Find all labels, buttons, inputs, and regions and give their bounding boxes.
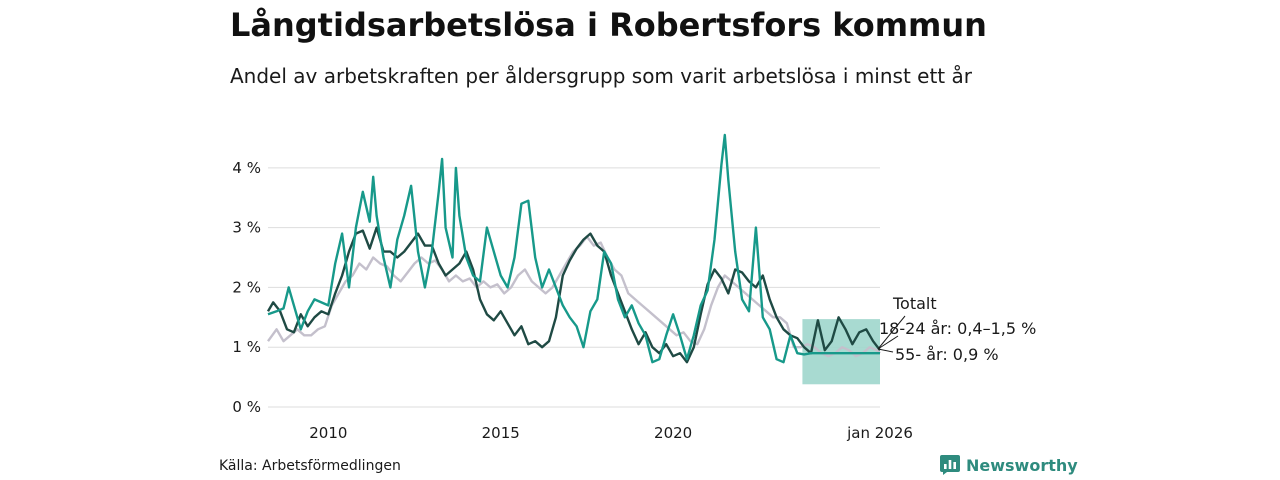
annotation-totalt: Totalt	[892, 294, 937, 313]
range-band-layer	[802, 319, 880, 385]
x-tick-label-jan-2026: jan 2026	[846, 424, 913, 442]
x-tick-label-2015: 2015	[482, 424, 520, 442]
x-tick-label-2020: 2020	[654, 424, 692, 442]
brand-logo[interactable]: Newsworthy	[940, 455, 1078, 475]
gridlines	[268, 167, 880, 408]
y-tick-label-1: 1 %	[232, 338, 261, 356]
annotation-young: 18-24 år: 0,4–1,5 %	[879, 319, 1036, 338]
chart-subtitle: Andel av arbetskraften per åldersgrupp s…	[230, 64, 972, 88]
x-tick-label-2010: 2010	[309, 424, 347, 442]
y-tick-label-3: 3 %	[232, 219, 261, 237]
y-tick-label-2: 2 %	[232, 278, 261, 296]
annotation-leader-totalt	[877, 315, 906, 350]
annotation-leader-old	[877, 348, 894, 353]
y-tick-label-4: 4 %	[232, 159, 261, 177]
annotation-leader-young	[877, 335, 899, 350]
series-line-18-24-r	[267, 133, 880, 364]
series-lines	[266, 133, 881, 364]
y-axis-ticks: 0 % 1 % 2 % 3 % 4 %	[232, 159, 261, 416]
range-band-young	[802, 319, 880, 385]
x-axis-ticks: 2010 2015 2020 jan 2026	[309, 424, 913, 442]
brand-name: Newsworthy	[966, 455, 1078, 475]
bar-chart-icon	[940, 455, 960, 475]
source-note: Källa: Arbetsförmedlingen	[219, 458, 401, 474]
series-line-totalt	[266, 226, 881, 364]
y-tick-label-0: 0 %	[232, 398, 261, 416]
chart-title: Långtidsarbetslösa i Robertsfors kommun	[230, 6, 987, 44]
annotations: Totalt 18-24 år: 0,4–1,5 % 55- år: 0,9 %	[877, 294, 1036, 364]
annotation-old: 55- år: 0,9 %	[895, 345, 999, 364]
line-chart: 0 % 1 % 2 % 3 % 4 % 2010 2015 2020 jan 2026 Tot…	[232, 133, 1036, 442]
